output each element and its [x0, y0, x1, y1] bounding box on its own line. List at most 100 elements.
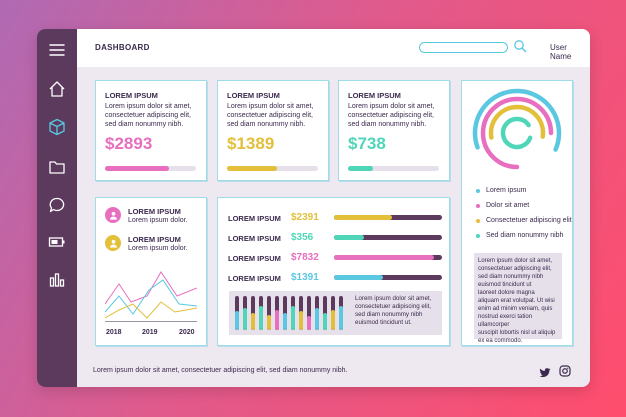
mini-bar [235, 296, 239, 330]
text-line: sed diam nonummy nibh. [348, 121, 427, 128]
progress-bar [334, 255, 442, 260]
person-title: LOREM IPSUM [128, 207, 181, 216]
legend-dot [476, 218, 480, 223]
progress-fill [227, 166, 278, 171]
bars-card: LOREM IPSUM $2391 LOREM IPSUM $356 LOREM… [217, 197, 450, 346]
bar-value: $1391 [291, 272, 319, 283]
card-text: Lorem ipsum dolor sit amet, consectetuer… [105, 102, 191, 129]
mini-bar [291, 296, 295, 330]
text-line: Lorem ipsum dolor sit amet, [348, 103, 435, 110]
home-icon[interactable] [48, 80, 66, 98]
mini-bar-fill [307, 316, 311, 330]
legend-label: Sed diam nonummy nibh [486, 232, 564, 239]
page-title: DASHBOARD [95, 43, 150, 52]
person-text: Lorem ipsum dolor. [128, 245, 188, 252]
mini-bar [251, 296, 255, 330]
top-bar: DASHBOARD User Name [77, 29, 590, 67]
text-line: Lorem ipsum dolor sit amet, [227, 103, 314, 110]
mini-bar-note: Lorem ipsum dolor sit amet, consectetuer… [355, 295, 431, 327]
mini-bar-fill [283, 313, 287, 330]
mini-bar-panel: Lorem ipsum dolor sit amet, consectetuer… [229, 291, 442, 335]
search-input[interactable] [419, 42, 508, 53]
mini-bar-fill [323, 313, 327, 330]
legend-dot [476, 188, 480, 193]
text-line: consectetuer adipiscing elit, [227, 112, 313, 119]
ring-chart-card: Lorem ipsum Dolor sit amet Consectetuer … [461, 80, 573, 346]
text-line: consectetuer adipiscing elit, [478, 266, 552, 272]
folder-icon[interactable] [48, 158, 66, 176]
mini-bar-chart [235, 296, 345, 330]
text-line: consectetuer adipiscing elit, [105, 112, 191, 119]
mini-bar [315, 296, 319, 330]
person-row: LOREM IPSUM Lorem ipsum dolor. [105, 207, 188, 225]
progress-fill [334, 235, 365, 240]
text-line: Lorem ipsum dolor sit amet, [478, 258, 553, 264]
mini-bar [323, 296, 327, 330]
stat-card: LOREM IPSUM Lorem ipsum dolor sit amet, … [338, 80, 450, 181]
stat-card: LOREM IPSUM Lorem ipsum dolor sit amet, … [217, 80, 329, 181]
stat-card: LOREM IPSUM Lorem ipsum dolor sit amet, … [95, 80, 207, 181]
stat-value: $1389 [227, 134, 275, 153]
text-line: euismod tincidunt ut. [355, 319, 412, 326]
stat-value: $2893 [105, 134, 153, 153]
chat-icon[interactable] [48, 196, 66, 214]
line-chart [105, 271, 197, 322]
text-line: sed diam nonummy nibh. [105, 121, 184, 128]
text-line: aliquam erat volutpat. Ut wisi [478, 298, 555, 304]
mini-bar-fill [235, 311, 239, 330]
battery-icon[interactable] [48, 233, 66, 251]
search-icon[interactable] [513, 39, 527, 53]
mini-bar [339, 296, 343, 330]
text-line: sed diam nonummy nibh [355, 311, 423, 318]
bar-value: $7832 [291, 252, 319, 263]
chart-line-pink [105, 271, 197, 305]
mini-bar [299, 296, 303, 330]
mini-bar [307, 296, 311, 330]
mini-bar-fill [243, 307, 247, 330]
legend-item: Dolor sit amet [476, 202, 529, 209]
bar-label: LOREM IPSUM [228, 214, 281, 223]
mini-bar-fill [275, 309, 279, 330]
text-line: suscipit lobortis nisl ut aliquip [478, 330, 556, 336]
chart-line-cyan [105, 279, 197, 315]
progress-fill [105, 166, 169, 171]
mini-bar [331, 296, 335, 330]
instagram-icon[interactable] [559, 364, 571, 377]
progress-bar [105, 166, 196, 171]
mini-bar [283, 296, 287, 330]
card-title: LOREM IPSUM [105, 91, 158, 100]
people-card: LOREM IPSUM Lorem ipsum dolor. LOREM IPS… [95, 197, 207, 346]
cube-icon[interactable] [48, 118, 66, 136]
user-name[interactable]: User Name [550, 43, 572, 61]
card-text: Lorem ipsum dolor sit amet, consectetuer… [227, 102, 313, 129]
card-title: LOREM IPSUM [227, 91, 280, 100]
menu-icon[interactable] [48, 41, 66, 59]
card-text: Lorem ipsum dolor sit amet, consectetuer… [348, 102, 434, 129]
ring-arc [500, 116, 533, 150]
sidebar [37, 29, 77, 387]
progress-fill [334, 255, 435, 260]
bar-value: $356 [291, 232, 314, 243]
text-line: Lorem ipsum dolor sit amet, [105, 103, 192, 110]
year-label: 2019 [142, 329, 158, 336]
bar-label: LOREM IPSUM [228, 254, 281, 263]
mini-bar [275, 296, 279, 330]
dashboard-window: DASHBOARD User Name LOREM IPSUM Lorem ip… [37, 29, 590, 387]
ring-arc [472, 88, 562, 152]
progress-bar [334, 275, 442, 280]
ring-arc [480, 96, 554, 170]
mini-bar-fill [251, 313, 255, 330]
bar-chart-icon[interactable] [48, 270, 66, 288]
progress-bar [348, 166, 439, 171]
mini-bar-fill [291, 306, 295, 330]
mini-bar [267, 296, 271, 330]
mini-bar-fill [259, 306, 263, 330]
twitter-icon[interactable] [539, 365, 551, 378]
person-row: LOREM IPSUM Lorem ipsum dolor. [105, 235, 188, 253]
year-label: 2020 [179, 329, 195, 336]
text-line: sed diam nonummy nibh [478, 274, 544, 280]
bar-value: $2391 [291, 212, 319, 223]
text-line: ex ea commodo. [478, 338, 523, 344]
text-line: enim ad minim veniam, quis [478, 306, 553, 312]
chart-line-yellow [105, 301, 197, 319]
